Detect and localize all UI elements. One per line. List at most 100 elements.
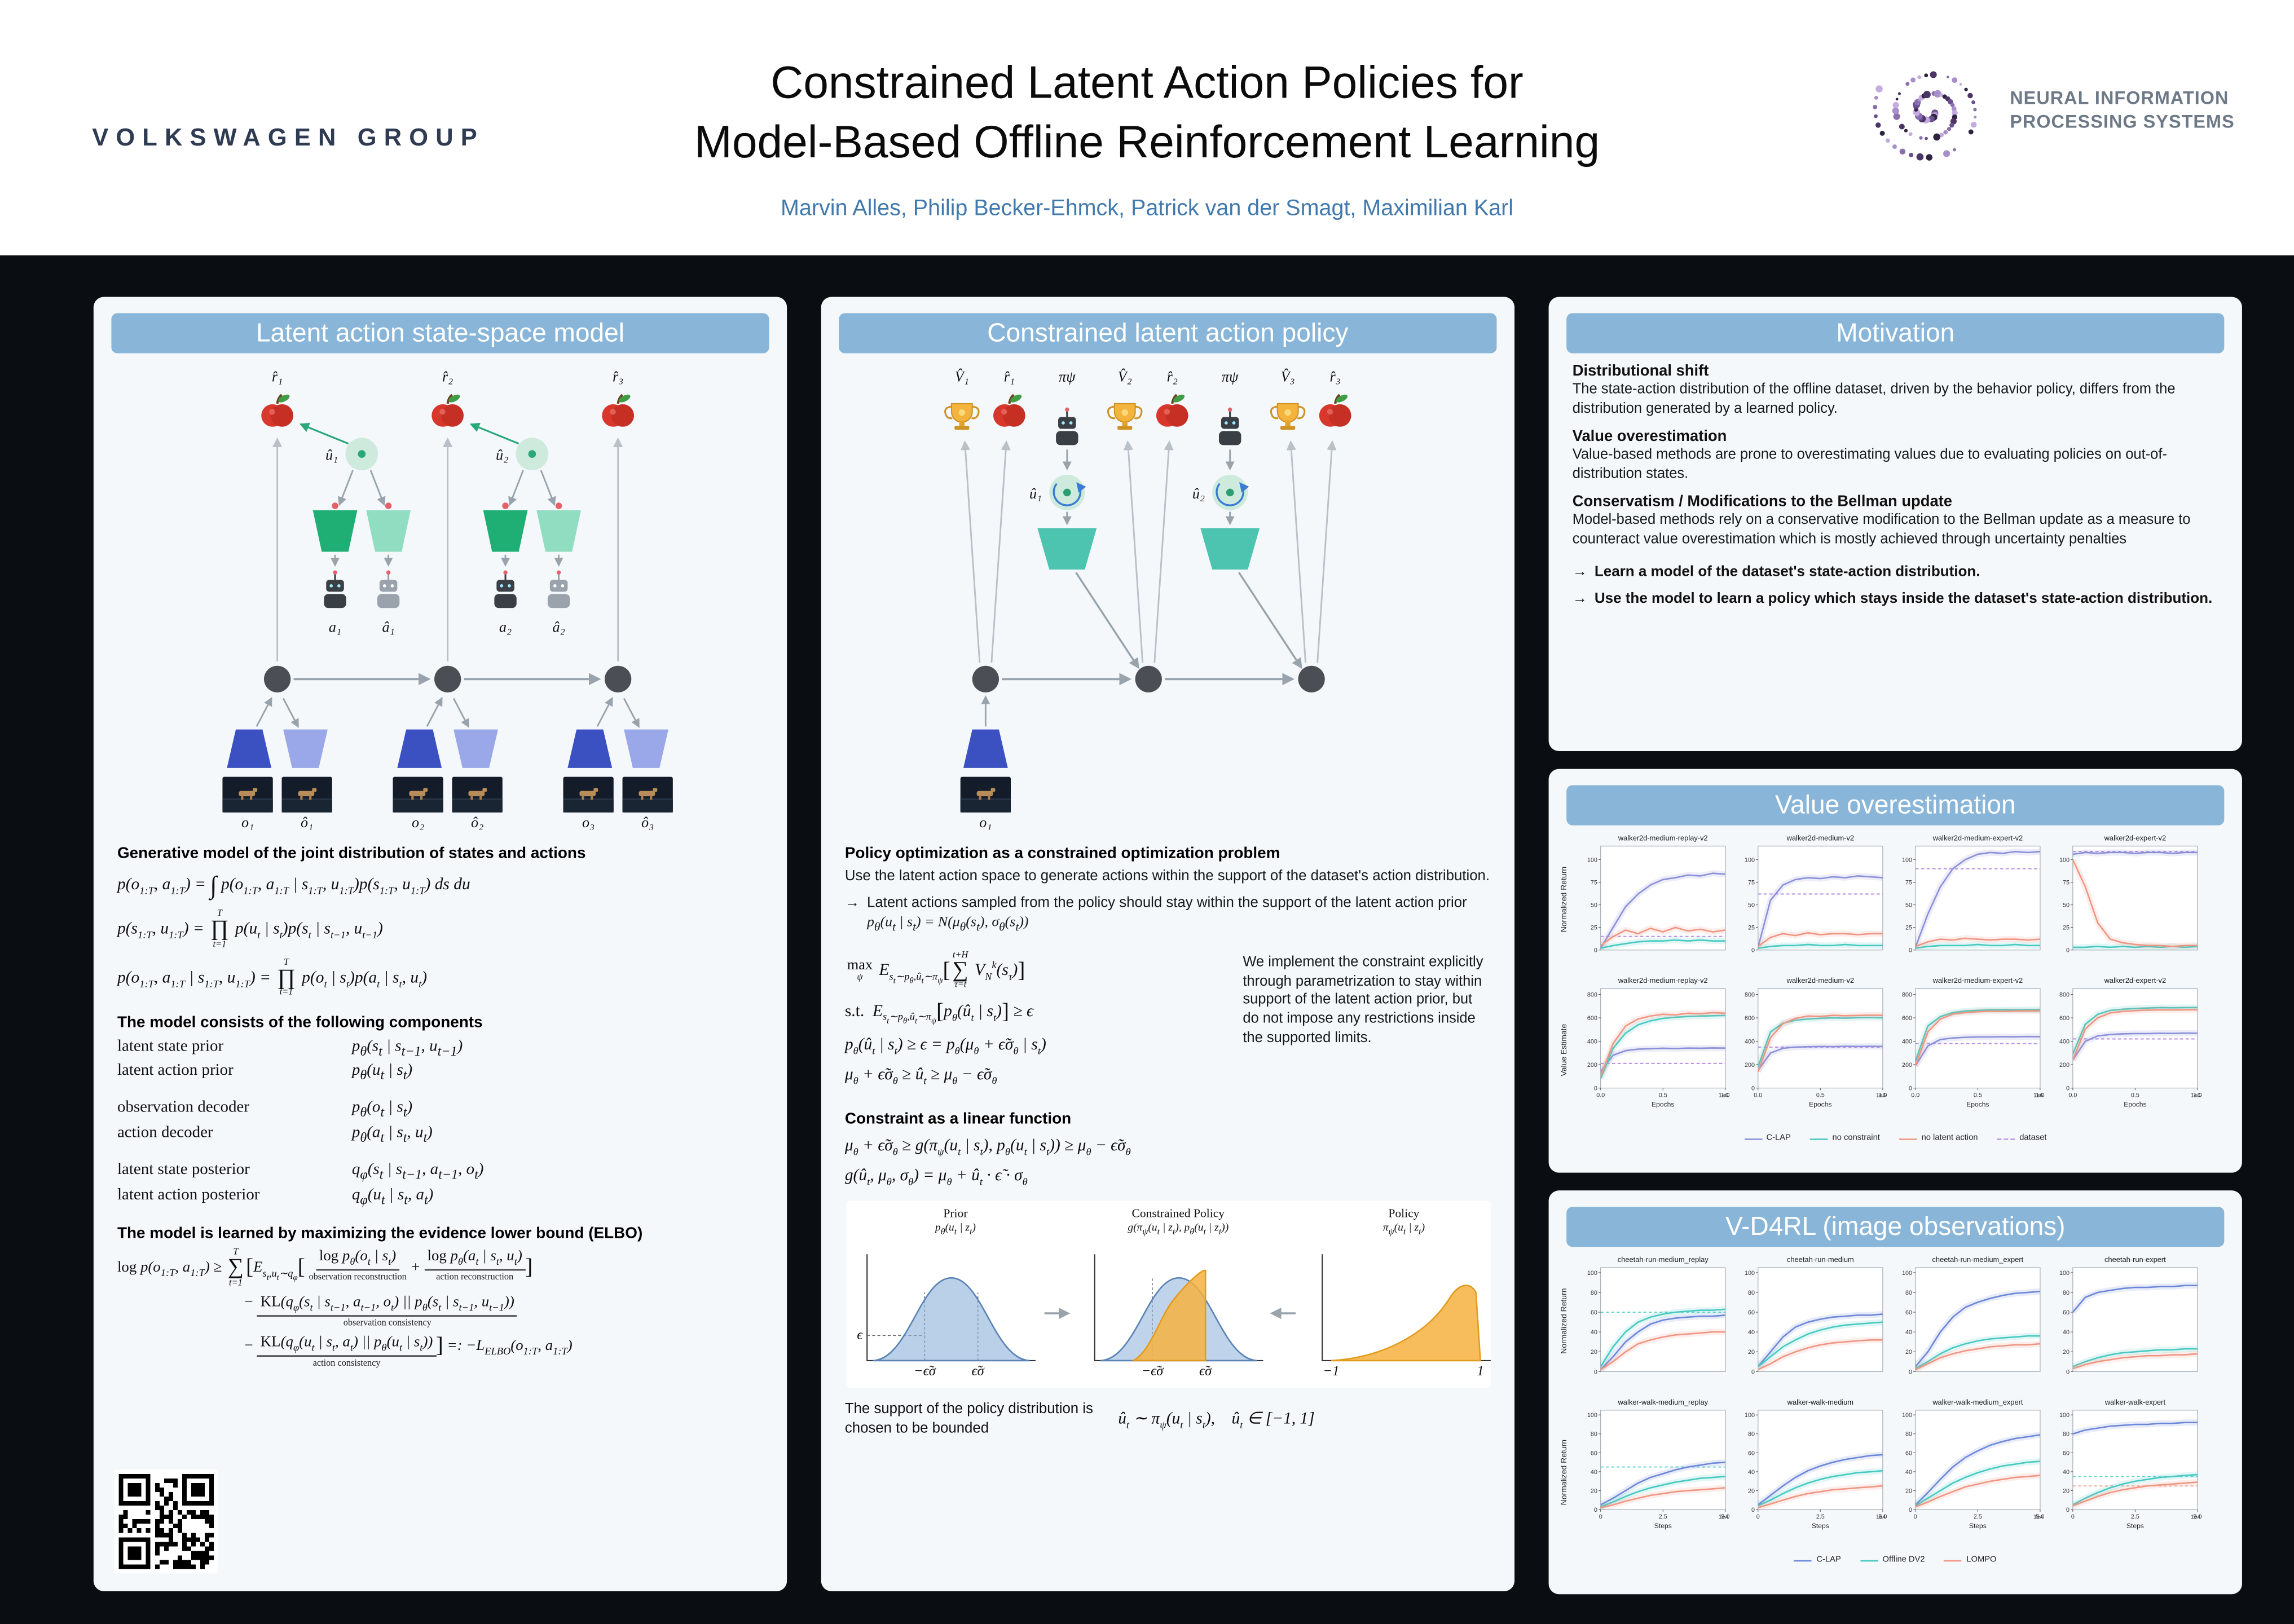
optimization-block: max ψ Est∼pθ,ût∼πψ[t+H ∑ τ=t VNk(sτ)] s.t. … (845, 942, 1491, 1096)
svg-text:25: 25 (1748, 925, 1755, 932)
svg-text:0: 0 (1594, 1507, 1597, 1513)
svg-text:40: 40 (1591, 1469, 1597, 1476)
apple-icon (993, 393, 1025, 427)
chart-row: Normalized Return walker-walk-medium_repl… (1557, 1394, 2233, 1550)
neurips-logo-mark (1872, 71, 1976, 161)
svg-text:60: 60 (1591, 1309, 1597, 1316)
svg-text:800: 800 (1902, 992, 1912, 999)
model-component: latent action posterior qφ(ut | st, at) (117, 1186, 763, 1207)
svg-text:75: 75 (1748, 880, 1755, 886)
trophy-icon (1270, 403, 1306, 431)
svg-text:Steps: Steps (1654, 1522, 1672, 1530)
label-o2: o₂ (412, 814, 424, 830)
arrow-glyph: → (1572, 563, 1587, 580)
plot-walker2d-medium-replay-v2: walker2d-medium-replay-v2 0 25 50 75 100 (1577, 830, 1730, 968)
svg-text:80: 80 (1748, 1290, 1755, 1296)
label-o1-hat: ô₁ (301, 814, 313, 830)
svg-text:cheetah-run-medium_replay: cheetah-run-medium_replay (1618, 1255, 1709, 1264)
action-posterior-trapezoid (536, 510, 582, 552)
bounded-support-text: The support of the policy distribution i… (844, 1401, 1093, 1437)
svg-text:80: 80 (1591, 1290, 1597, 1296)
latent-action-support-text: Latent actions sampled from the policy s… (866, 895, 1467, 934)
svg-text:80: 80 (1905, 1290, 1912, 1296)
svg-text:walker2d-medium-replay-v2: walker2d-medium-replay-v2 (1618, 833, 1708, 842)
label-V1-hat: V̂₁ (955, 368, 969, 385)
apple-icon (602, 393, 634, 427)
bounded-support-row: The support of the policy distribution i… (845, 1400, 1491, 1441)
label-o1: o₁ (979, 814, 992, 830)
title-line-2: Model-Based Offline Reinforcement Learni… (694, 117, 1600, 169)
distribution-figure: Prior pθ(ut | zt) Constrained Policy g(π… (846, 1200, 1490, 1388)
component-formula: pθ(ot | st) (351, 1099, 413, 1120)
svg-text:800: 800 (2059, 992, 2070, 999)
svg-text:walker2d-medium-replay-v2: walker2d-medium-replay-v2 (1618, 976, 1708, 985)
svg-text:75: 75 (1591, 880, 1597, 886)
plot: walker2d-medium-v2 0 200 400 600 800 0.0 0.5 1.0… (1745, 976, 1887, 1108)
svg-text:60: 60 (1591, 1450, 1597, 1457)
label-neg-eps-sigma: −ϵ̃σ (1141, 1363, 1164, 1378)
svg-text:walker2d-medium-expert-v2: walker2d-medium-expert-v2 (1932, 976, 2023, 985)
observation-encoder-trapezoid (227, 729, 272, 768)
svg-text:100: 100 (1587, 1412, 1597, 1419)
legend-line-sample (1997, 1137, 2015, 1140)
svg-text:50: 50 (1591, 902, 1597, 909)
equation-linear-2: g(ût, μθ, σθ) = μθ + ût · ϵ̃ · σθ (844, 1167, 1028, 1189)
component-label: latent action prior (117, 1061, 234, 1080)
svg-text:0: 0 (1594, 1369, 1597, 1375)
chart-legend: C-LAP no constraint no latent action datase… (1549, 1134, 2242, 1143)
label-r2-hat: r̂₂ (1167, 368, 1178, 385)
svg-text:0: 0 (2071, 1513, 2075, 1520)
svg-text:1e6: 1e6 (1719, 1092, 1728, 1098)
label-r3-hat: r̂₃ (1329, 368, 1340, 385)
svg-text:walker-walk-medium: walker-walk-medium (1787, 1398, 1853, 1406)
svg-text:100: 100 (2059, 1270, 2070, 1277)
constraint-implementation-note: We implement the constraint explicitly t… (1243, 954, 1483, 1047)
svg-text:20: 20 (1748, 1349, 1755, 1356)
observation-decoder-trapezoid (283, 729, 328, 768)
equation-constraint: s.t. Est∼pθ,ût∼πψ[pθ(ût | st)] ≥ ϵ (844, 999, 1033, 1027)
plot-walker-walk-medium-replay: walker-walk-medium_replay 0 20 40 60 80 100 0 2.… (1577, 1394, 1730, 1550)
policy-panel-title: Policy πψ(ut | zt) (1285, 1206, 1514, 1237)
svg-text:0: 0 (2066, 1369, 2070, 1375)
latent-state-node (263, 665, 291, 692)
header-band: VOLKSWAGEN GROUP Constrained Latent Acti… (0, 0, 2294, 255)
plot-walker-walk-expert: walker-walk-expert 0 20 40 60 80 100 0 2.5 5.0 Ste… (2049, 1394, 2202, 1550)
observation-image (392, 776, 444, 814)
svg-text:600: 600 (1902, 1015, 1912, 1022)
motivation-heading: Conservatism / Modifications to the Bell… (1572, 495, 1952, 511)
observation-image (562, 776, 615, 814)
takeaway: → Learn a model of the dataset's state-ac… (1573, 563, 2218, 582)
svg-text:100: 100 (1902, 857, 1912, 863)
svg-text:1e6: 1e6 (2033, 1092, 2043, 1098)
robot-reconstructed-action-icon (547, 569, 571, 609)
equation-epsilon: pθ(ût | st) ≥ ϵ = pθ(μθ + ϵ̃σθ | st) (844, 1035, 1046, 1057)
svg-text:0: 0 (1751, 1507, 1755, 1513)
svg-text:Epochs: Epochs (2124, 1100, 2146, 1108)
svg-text:400: 400 (1745, 1038, 1755, 1045)
component-label: latent action posterior (117, 1186, 260, 1204)
svg-text:0: 0 (1909, 1369, 1912, 1375)
plot-cheetah-run-medium: cheetah-run-medium 0 20 40 60 80 100 (1734, 1251, 1887, 1389)
svg-text:1e6: 1e6 (1876, 1092, 1886, 1098)
svg-text:1.0: 1.0 (2193, 1092, 2201, 1098)
plot: walker-walk-medium_expert 0 20 40 60 80 100 0 2.… (1902, 1398, 2044, 1530)
chart-row: Normalized Return cheetah-run-medium_repl… (1557, 1251, 2233, 1389)
label-u2-hat: û₂ (1192, 486, 1205, 502)
svg-text:100: 100 (1902, 1270, 1912, 1277)
motivation-block: Value overestimation Value-based methods … (1573, 429, 2218, 484)
svg-text:1e6: 1e6 (2191, 1092, 2200, 1098)
qr-code (114, 1469, 218, 1574)
elbo-equation: log p(o1:T, a1:T) ≥ T ∑ t=1 [Est,ut∼qφ[ log… (117, 1248, 763, 1369)
prior-panel-title: Prior pθ(ut | zt) (836, 1206, 1074, 1237)
svg-text:0: 0 (1756, 1513, 1760, 1520)
svg-text:walker-walk-medium_expert: walker-walk-medium_expert (1932, 1398, 2023, 1406)
svg-text:cheetah-run-medium: cheetah-run-medium (1787, 1255, 1854, 1264)
motivation-block: Distributional shift The state-action dis… (1573, 364, 2218, 419)
observation-encoder-trapezoid (567, 729, 613, 768)
robot-reconstructed-action-icon (376, 569, 400, 609)
distribution-plots: ϵ −ϵ̃σ ϵ̃σ −ϵ̃σ ϵ̃σ (856, 1254, 1490, 1378)
legend-line-sample (1743, 1137, 1762, 1140)
svg-text:200: 200 (1902, 1062, 1912, 1069)
component-label: action decoder (117, 1124, 213, 1142)
svg-text:40: 40 (2063, 1329, 2070, 1336)
